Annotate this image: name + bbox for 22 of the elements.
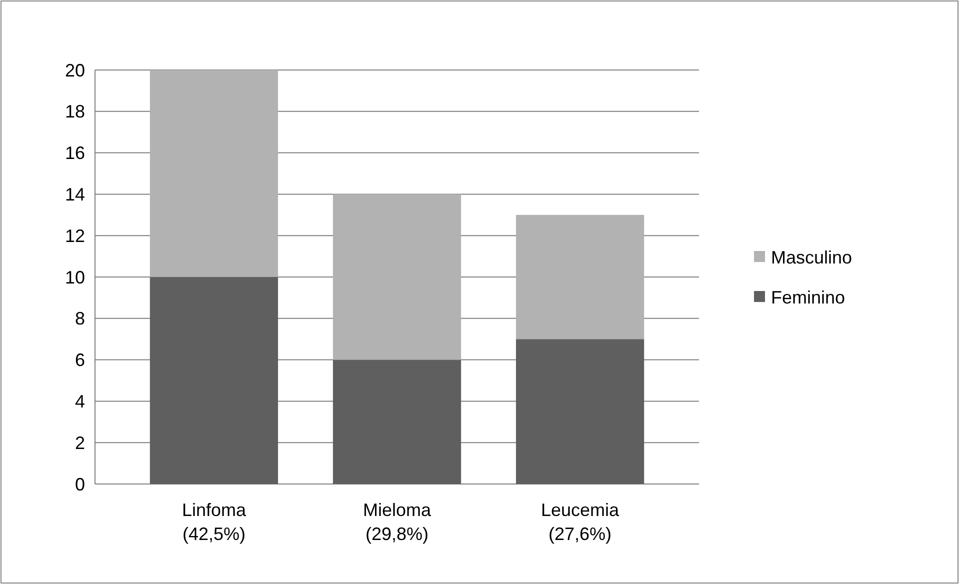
y-tick-label: 16 [64,143,85,164]
x-tick-label: Linfoma (42,5%) [182,500,247,544]
bar [150,277,278,484]
y-tick-label: 18 [64,102,85,122]
bar [332,360,462,484]
y-tick-label: 12 [64,226,85,246]
legend-label: Masculino [771,247,852,268]
y-tick-label: 6 [74,350,85,370]
y-tick-label: 2 [74,432,85,453]
y-tick-label: 14 [64,184,85,204]
bar [150,70,278,277]
y-tick-label: 20 [64,60,85,80]
legend-label: Feminino [771,287,846,308]
x-tick-label: Mieloma (29,8%) [362,500,432,544]
bar [332,194,462,360]
y-tick-label: 10 [64,267,85,288]
y-tick-label: 4 [74,392,85,412]
bar [516,339,644,484]
y-tick-label: 0 [74,474,85,494]
x-tick-label: Leucemia (27,6%) [541,500,620,544]
y-tick-label: 8 [74,308,85,329]
bar [516,214,644,340]
